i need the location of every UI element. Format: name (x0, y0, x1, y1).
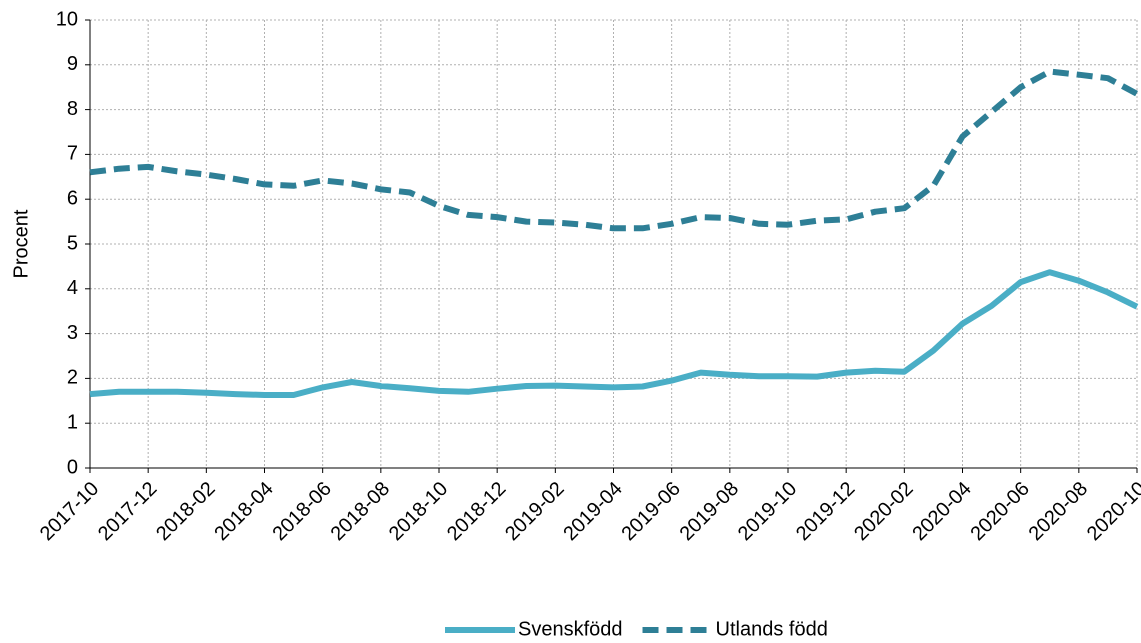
y-axis-label: Procent (10, 209, 32, 278)
x-tick-label: 2017-12 (94, 478, 161, 545)
x-tick-label: 2020-02 (850, 478, 917, 545)
x-tick-label: 2020-10 (1083, 478, 1141, 545)
x-tick-label: 2018-08 (327, 478, 394, 545)
x-tick-label: 2018-06 (268, 478, 335, 545)
x-tick-label: 2019-06 (617, 478, 684, 545)
x-tick-label: 2019-10 (734, 478, 801, 545)
x-tick-label: 2020-06 (966, 478, 1033, 545)
x-tick-label: 2020-04 (908, 478, 975, 545)
x-tick-label: 2020-08 (1025, 478, 1092, 545)
y-tick-label: 10 (56, 8, 78, 30)
line-series (89, 269, 1139, 398)
x-tick-label: 2018-12 (443, 478, 510, 545)
x-tick-label: 2017-10 (36, 478, 103, 545)
y-tick-label: 8 (67, 98, 78, 120)
y-tick-label: 5 (67, 232, 78, 254)
y-tick-label: 6 (67, 187, 78, 209)
y-tick-label: 7 (67, 143, 78, 165)
legend-label: Utlands född (716, 618, 828, 640)
x-tick-label: 2019-12 (792, 478, 859, 545)
y-tick-label: 0 (67, 456, 78, 478)
x-tick-label: 2018-02 (152, 478, 219, 545)
line-series (89, 68, 1139, 232)
legend-label: Svenskfödd (518, 618, 623, 640)
x-tick-label: 2019-04 (559, 478, 626, 545)
y-tick-label: 4 (67, 277, 78, 299)
x-tick-label: 2019-02 (501, 478, 568, 545)
x-tick-label: 2019-08 (676, 478, 743, 545)
y-tick-label: 3 (67, 322, 78, 344)
x-tick-label: 2018-04 (210, 478, 277, 545)
y-tick-label: 9 (67, 53, 78, 75)
x-tick-label: 2018-10 (385, 478, 452, 545)
y-tick-label: 2 (67, 367, 78, 389)
y-tick-label: 1 (67, 411, 78, 433)
